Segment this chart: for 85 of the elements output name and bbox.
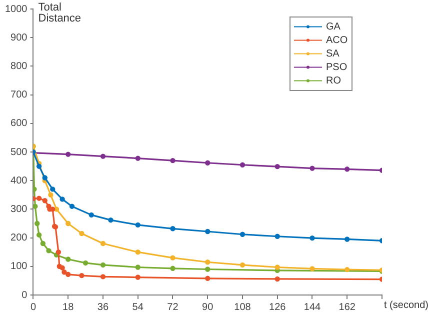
point <box>66 152 71 157</box>
point <box>33 186 37 192</box>
point <box>100 240 106 246</box>
point <box>34 220 40 226</box>
y-tick-label: 500 <box>10 146 28 158</box>
point <box>274 276 280 282</box>
point <box>60 265 65 270</box>
point <box>135 222 140 228</box>
x-tick-label: 108 <box>234 302 252 313</box>
point <box>48 192 54 198</box>
x-tick-label: 36 <box>97 302 109 313</box>
point <box>40 240 46 246</box>
point <box>46 248 52 254</box>
legend-label: PSO <box>326 62 348 73</box>
x-tick-label: 18 <box>62 302 74 313</box>
point <box>310 235 315 241</box>
point <box>240 262 246 268</box>
point <box>79 230 84 236</box>
point <box>205 266 210 272</box>
point <box>205 260 210 265</box>
point <box>240 232 246 237</box>
point <box>79 272 84 278</box>
y-tick-label: 300 <box>10 204 28 215</box>
y-tick-label: 0 <box>22 290 28 301</box>
point <box>56 250 62 255</box>
point <box>344 166 350 172</box>
x-tick-label: 54 <box>132 302 144 313</box>
point <box>274 164 280 170</box>
point <box>66 220 71 226</box>
point <box>170 255 176 260</box>
legend-label: RO <box>326 76 342 86</box>
point <box>42 198 48 204</box>
point <box>36 164 42 169</box>
point <box>310 166 315 171</box>
legend-label: ACO <box>326 35 348 46</box>
point <box>170 226 176 232</box>
point <box>33 204 38 209</box>
point <box>69 204 75 209</box>
x-tick-label: 126 <box>269 302 286 313</box>
point <box>310 266 315 272</box>
point <box>60 196 65 202</box>
point <box>82 260 88 266</box>
y-tick-label: 200 <box>10 232 28 244</box>
legend-label: GA <box>326 22 341 32</box>
point <box>135 274 140 280</box>
legend-label: SA <box>326 48 340 60</box>
x-tick-label: 90 <box>202 302 214 313</box>
y-tick-label: 100 <box>10 261 28 272</box>
point <box>36 196 42 201</box>
point <box>240 162 246 168</box>
point <box>88 212 94 218</box>
point <box>62 270 67 275</box>
point <box>50 186 56 192</box>
x-tick-label: 72 <box>167 302 179 313</box>
point <box>108 217 114 223</box>
y-tick-label: 900 <box>10 32 28 44</box>
x-axis-title: t (second) <box>384 300 428 311</box>
point <box>205 160 210 166</box>
x-tick-label: 144 <box>304 302 322 313</box>
y-tick-label: 800 <box>10 60 28 72</box>
x-tick-label: 0 <box>30 302 36 313</box>
point <box>274 264 280 270</box>
x-tick-label: 162 <box>338 302 356 313</box>
point <box>274 234 280 239</box>
y-tick-label: 700 <box>10 90 28 101</box>
point <box>100 262 106 268</box>
point <box>42 175 48 180</box>
y-tick-label: 600 <box>10 118 28 130</box>
point <box>135 264 140 270</box>
point <box>170 266 176 271</box>
point <box>344 236 350 242</box>
point <box>100 154 106 159</box>
point <box>135 250 140 255</box>
y-tick-label: 400 <box>10 175 28 186</box>
y-tick-label: 1000 <box>4 4 28 15</box>
point <box>170 158 176 164</box>
point <box>66 256 71 262</box>
point <box>100 274 106 280</box>
point <box>344 266 350 272</box>
point <box>36 232 42 238</box>
point <box>135 156 140 161</box>
point <box>66 272 71 278</box>
point <box>205 276 210 282</box>
y-axis-title: Total Distance <box>38 2 82 25</box>
point <box>205 228 210 234</box>
